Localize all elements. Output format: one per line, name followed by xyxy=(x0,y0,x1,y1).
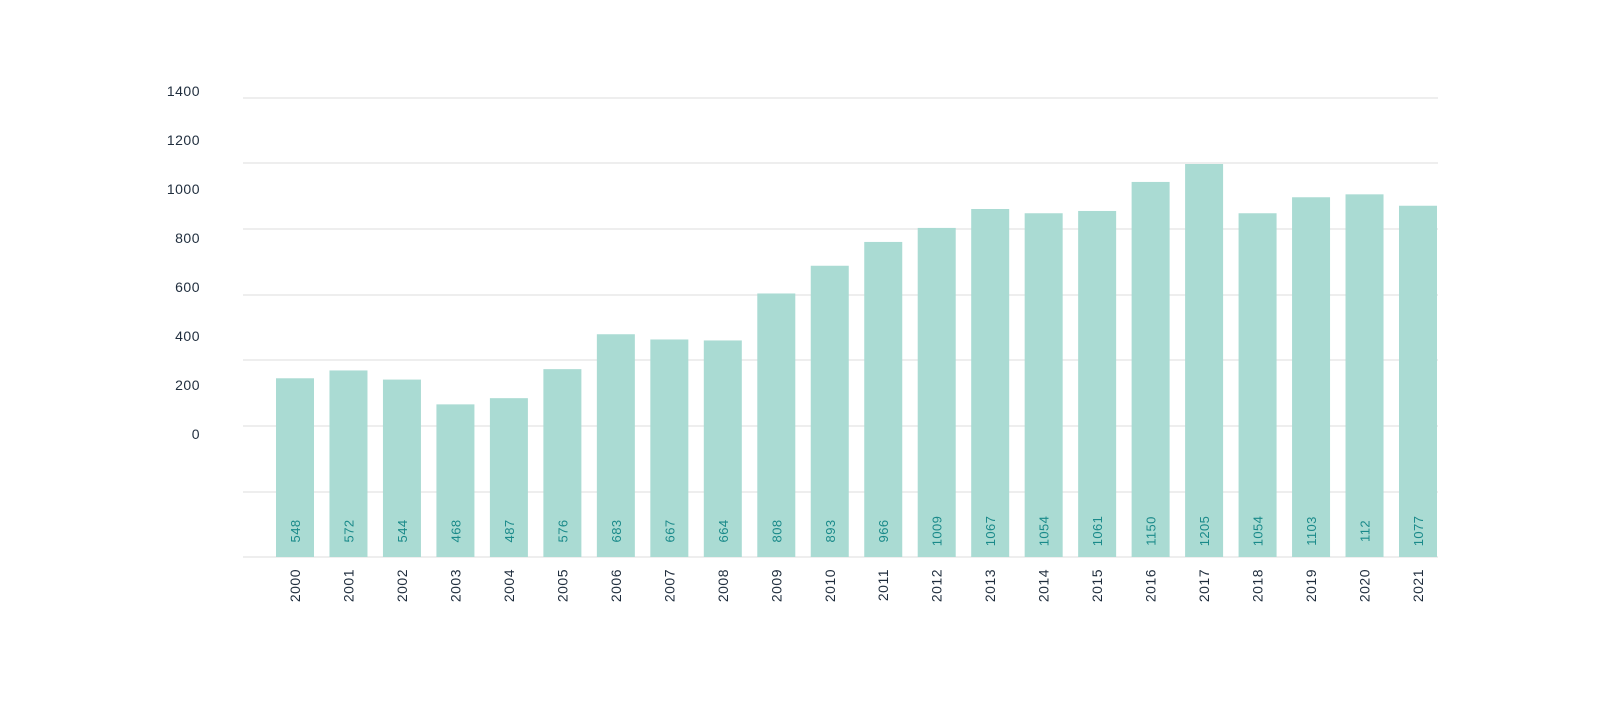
data-label: 893 xyxy=(823,520,838,543)
bar xyxy=(276,378,314,557)
bar xyxy=(1292,197,1331,557)
data-label: 667 xyxy=(662,520,677,543)
x-tick-label: 2017 xyxy=(1196,569,1212,602)
data-label: 576 xyxy=(555,520,570,543)
bar xyxy=(489,398,528,557)
data-label: 1205 xyxy=(1197,516,1212,547)
bar xyxy=(329,370,368,557)
data-label: 1054 xyxy=(1251,516,1266,547)
x-tick-label: 2002 xyxy=(394,569,410,602)
data-label: 112 xyxy=(1358,520,1373,542)
bar xyxy=(757,293,796,557)
bar xyxy=(1238,213,1277,557)
x-tick-label: 2021 xyxy=(1410,569,1426,602)
bar xyxy=(810,265,849,557)
bar xyxy=(1024,213,1063,557)
data-label: 548 xyxy=(288,520,303,543)
x-tick-label: 2013 xyxy=(982,569,998,602)
x-tick-label: 2011 xyxy=(875,569,891,601)
x-tick-label: 2010 xyxy=(822,569,838,602)
y-tick-label: 1000 xyxy=(167,181,200,197)
x-tick-label: 2015 xyxy=(1089,569,1105,602)
x-tick-label: 2012 xyxy=(929,569,945,602)
x-tick-label: 2016 xyxy=(1143,569,1159,602)
bar xyxy=(436,404,475,557)
y-tick-label: 1200 xyxy=(167,132,200,148)
x-tick-label: 2004 xyxy=(501,569,517,602)
y-tick-label: 200 xyxy=(175,377,200,393)
bar xyxy=(1078,210,1117,558)
x-tick-label: 2008 xyxy=(715,569,731,602)
y-tick-label: 400 xyxy=(175,328,200,344)
data-label: 1077 xyxy=(1411,516,1426,547)
data-label: 572 xyxy=(341,520,356,543)
bar xyxy=(382,379,421,557)
bar xyxy=(971,209,1010,558)
y-tick-label: 0 xyxy=(192,426,200,442)
x-tick-label: 2000 xyxy=(287,569,303,602)
data-label: 544 xyxy=(395,520,410,543)
bar xyxy=(596,334,635,557)
data-label: 1067 xyxy=(983,516,998,547)
x-tick-label: 2001 xyxy=(340,569,356,602)
bar xyxy=(1399,205,1437,557)
x-tick-label: 2018 xyxy=(1250,569,1266,602)
x-tick-label: 2020 xyxy=(1357,569,1373,602)
data-label: 1061 xyxy=(1090,516,1105,547)
data-label: 487 xyxy=(502,520,517,543)
bars xyxy=(276,164,1437,558)
data-label: 808 xyxy=(769,520,784,543)
y-tick-label: 600 xyxy=(175,279,200,295)
data-label: 468 xyxy=(448,520,463,543)
y-tick-label: 1400 xyxy=(167,83,200,99)
data-label: 683 xyxy=(609,520,624,543)
data-label: 1054 xyxy=(1037,516,1052,547)
bar xyxy=(703,340,742,557)
y-tick-label: 800 xyxy=(175,230,200,246)
bar xyxy=(1131,181,1170,558)
bar xyxy=(1185,164,1224,557)
data-label: 664 xyxy=(716,520,731,543)
x-tick-label: 2014 xyxy=(1036,569,1052,602)
data-labels: 548 572 544 468 487 576 683 667 664 808 893 966 1009… xyxy=(288,516,1426,547)
x-tick-label: 2009 xyxy=(768,569,784,602)
data-label: 1150 xyxy=(1144,516,1159,546)
x-tick-label: 2003 xyxy=(447,569,463,602)
data-label: 966 xyxy=(876,520,891,543)
x-tick-label: 2005 xyxy=(554,569,570,602)
x-tick-label: 2006 xyxy=(608,569,624,602)
data-label: 1103 xyxy=(1304,516,1319,546)
bar xyxy=(1345,194,1384,557)
x-tick-label: 2019 xyxy=(1303,569,1319,602)
data-label: 1009 xyxy=(930,516,945,547)
bar xyxy=(650,339,689,557)
x-tick-label: 2007 xyxy=(661,569,677,602)
bar xyxy=(543,369,582,557)
y-axis-tick-labels: 1400 1200 1000 800 600 400 200 0 xyxy=(167,83,200,442)
bar xyxy=(864,241,903,557)
bar xyxy=(917,227,956,557)
x-axis-tick-labels: 2000 2001 2002 2003 2004 2005 2006 2007 2008 2009… xyxy=(287,569,1426,602)
